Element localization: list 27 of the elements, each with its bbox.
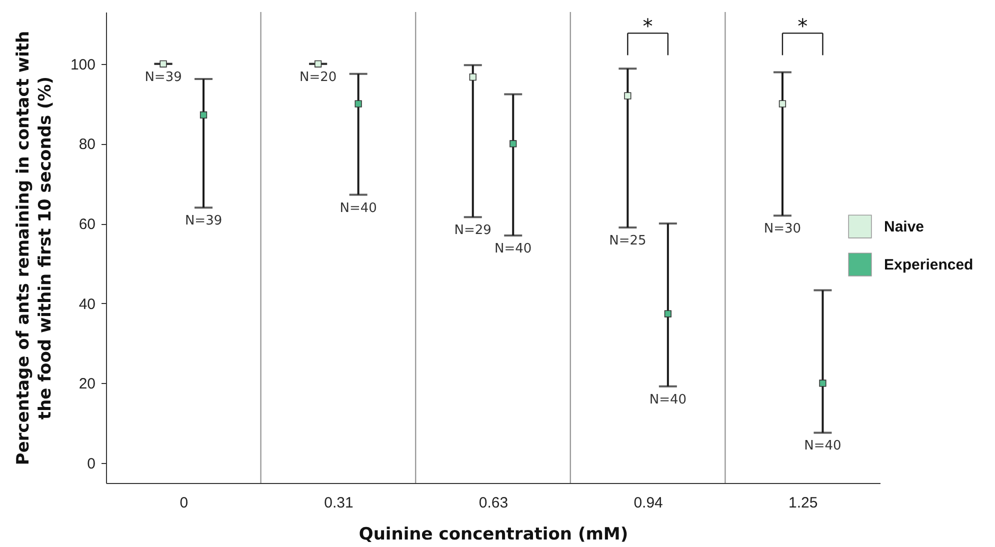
annotation: * xyxy=(642,14,653,38)
annotation: N=40 xyxy=(649,392,687,408)
x-tick-label: 0 xyxy=(180,494,188,512)
annotation: N=25 xyxy=(609,234,646,249)
y-tick-label: 40 xyxy=(78,296,96,313)
legend-label: Naive xyxy=(884,218,924,236)
x-axis-title: Quinine concentration (mM) xyxy=(358,524,628,544)
annotation: N=39 xyxy=(144,70,182,85)
y-tick-label: 100 xyxy=(70,56,96,74)
annotation: N=39 xyxy=(184,214,222,229)
annotation: N=40 xyxy=(494,242,532,257)
annotation: N=29 xyxy=(454,223,492,238)
annotation: * xyxy=(798,14,808,38)
y-tick-label: 60 xyxy=(78,216,96,234)
x-tick-label: 0.31 xyxy=(324,494,354,512)
annotation: N=40 xyxy=(804,438,842,454)
x-tick-label: 0.63 xyxy=(478,494,508,512)
annotation: N=40 xyxy=(340,200,377,216)
x-tick-label: 1.25 xyxy=(788,494,818,512)
y-tick-label: 80 xyxy=(78,136,96,154)
annotation: N=30 xyxy=(764,222,802,237)
y-axis-title: Percentage of ants remaining in contact with the food within first 10 seconds (%) xyxy=(13,30,56,466)
legend-label: Experienced xyxy=(884,256,974,274)
x-tick-label: 0.94 xyxy=(634,494,663,512)
y-tick-label: 20 xyxy=(78,376,96,393)
annotation: N=20 xyxy=(299,70,337,85)
y-tick-label: 0 xyxy=(87,456,96,473)
